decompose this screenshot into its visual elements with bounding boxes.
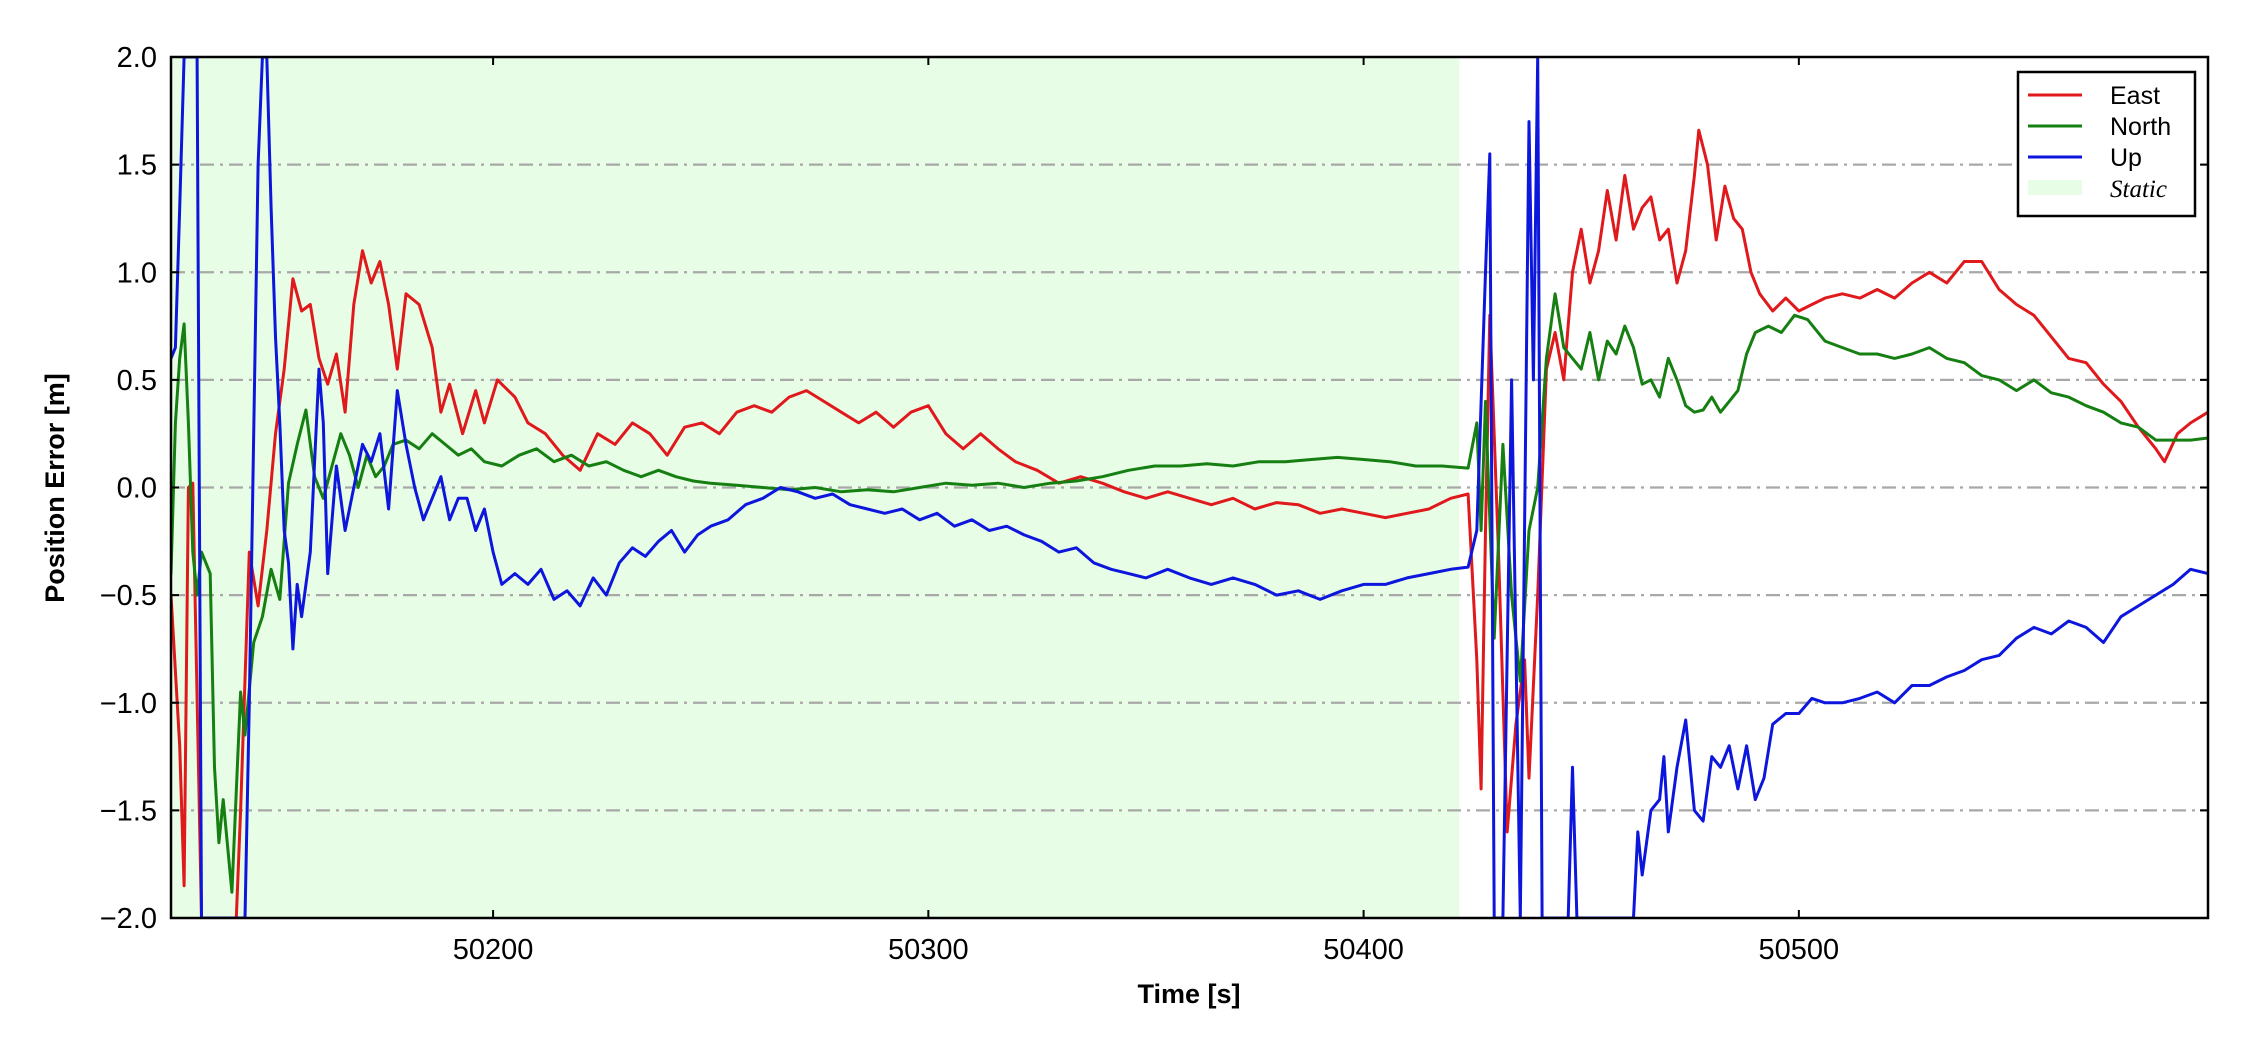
y-tick-label: 0.5 bbox=[117, 365, 157, 397]
legend-static-swatch bbox=[2028, 180, 2082, 195]
legend: East North Up Static bbox=[2016, 70, 2197, 218]
series-line-up bbox=[171, 57, 2208, 918]
legend-static-label: Static bbox=[2110, 176, 2167, 203]
y-tick-label: −1.5 bbox=[100, 795, 157, 827]
y-tick-label: 1.5 bbox=[117, 150, 157, 182]
series-layer bbox=[171, 57, 2208, 918]
x-tick-label: 50400 bbox=[1323, 934, 1404, 966]
x-tick-label: 50200 bbox=[453, 934, 534, 966]
x-tick-label: 50300 bbox=[888, 934, 969, 966]
legend-east-label: East bbox=[2110, 82, 2160, 110]
series-line-north bbox=[171, 292, 2208, 894]
y-tick-label: 2.0 bbox=[117, 42, 157, 74]
y-tick-label: −2.0 bbox=[100, 903, 157, 935]
y-axis-title: Position Error [m] bbox=[40, 373, 70, 603]
legend-north-label: North bbox=[2110, 113, 2171, 141]
y-tick-label: −0.5 bbox=[100, 580, 157, 612]
series-line-east bbox=[171, 128, 2208, 918]
x-tick-label: 50500 bbox=[1759, 934, 1840, 966]
x-axis-title: Time [s] bbox=[1137, 979, 1240, 1009]
grid-layer bbox=[171, 163, 2208, 812]
y-tick-label: −1.0 bbox=[100, 688, 157, 720]
tick-layer: 2.0 1.5 1.0 0.5 0.0 −0.5 −1.0 −1.5 −2.0 50200 5030… bbox=[100, 42, 2208, 966]
legend-up-label: Up bbox=[2110, 144, 2142, 172]
y-tick-label: 1.0 bbox=[117, 257, 157, 289]
y-tick-label: 0.0 bbox=[117, 473, 157, 505]
